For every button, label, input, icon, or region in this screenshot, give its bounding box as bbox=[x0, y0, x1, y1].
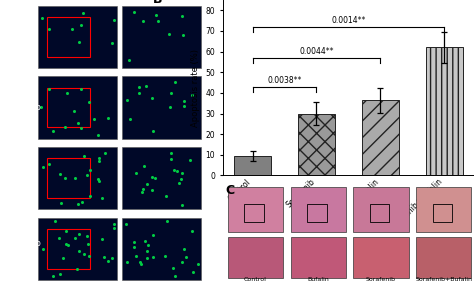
Bar bbox=[38, 6, 118, 68]
Bar bbox=[38, 218, 118, 280]
Bar bbox=[245, 203, 264, 222]
Bar bbox=[38, 147, 118, 209]
Text: 0.0044**: 0.0044** bbox=[299, 47, 334, 56]
Bar bbox=[426, 48, 463, 175]
Bar bbox=[228, 187, 283, 232]
Bar bbox=[47, 88, 90, 127]
Text: 0.0014**: 0.0014** bbox=[331, 16, 365, 25]
Bar bbox=[370, 203, 389, 222]
Bar bbox=[47, 17, 90, 57]
Y-axis label: Apoptosis rate (%): Apoptosis rate (%) bbox=[191, 49, 200, 127]
Bar bbox=[121, 76, 201, 139]
Bar bbox=[416, 187, 472, 232]
Bar bbox=[228, 237, 283, 278]
Text: Sorafenib+Bufalin: Sorafenib+Bufalin bbox=[415, 277, 473, 282]
Bar bbox=[354, 237, 409, 278]
Bar bbox=[47, 229, 90, 269]
Bar bbox=[291, 187, 346, 232]
Text: B: B bbox=[153, 0, 162, 6]
Text: Bufalin: Bufalin bbox=[307, 277, 329, 282]
Bar bbox=[234, 156, 271, 175]
Bar bbox=[121, 6, 201, 68]
Text: Sorafenib
+Bufalin: Sorafenib +Bufalin bbox=[4, 239, 41, 259]
Text: 0.0038**: 0.0038** bbox=[267, 76, 302, 85]
Text: Sorafenib: Sorafenib bbox=[366, 277, 396, 282]
Bar bbox=[433, 203, 452, 222]
Bar bbox=[416, 237, 472, 278]
Bar bbox=[121, 218, 201, 280]
Text: Control: Control bbox=[244, 277, 267, 282]
Text: Control: Control bbox=[4, 32, 32, 41]
Bar bbox=[298, 113, 335, 175]
Bar bbox=[307, 203, 327, 222]
Bar bbox=[38, 76, 118, 139]
Bar bbox=[47, 158, 90, 198]
Text: A: A bbox=[4, 6, 14, 19]
Bar bbox=[121, 147, 201, 209]
Text: Sorafenib: Sorafenib bbox=[4, 103, 41, 112]
Text: C: C bbox=[225, 184, 235, 197]
Bar bbox=[354, 187, 409, 232]
Bar bbox=[362, 100, 399, 175]
Text: Bufalin: Bufalin bbox=[4, 174, 31, 183]
Bar bbox=[291, 237, 346, 278]
